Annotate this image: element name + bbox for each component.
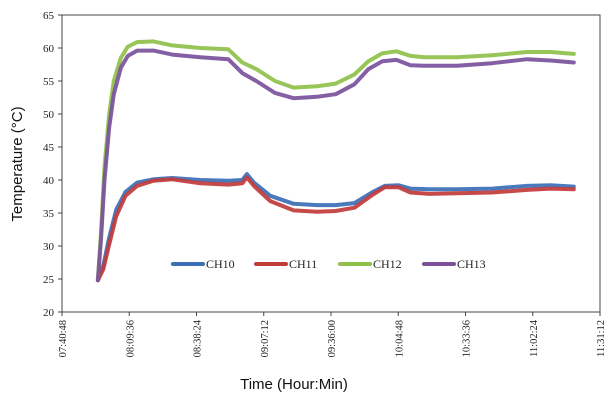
series-line-ch13 — [95, 48, 576, 283]
legend-label-ch10: CH10 — [206, 257, 235, 271]
y-tick-label: 60 — [43, 43, 55, 55]
x-tick-label: 11:31:12 — [596, 320, 607, 357]
y-tick-label: 30 — [43, 241, 55, 253]
y-axis-ticks: 20 25 30 35 40 45 50 55 60 65 — [43, 10, 62, 319]
y-tick-label: 40 — [43, 175, 55, 187]
y-tick-label: 45 — [43, 142, 55, 154]
x-axis-ticks: 07:40:48 08:09:36 08:38:24 09:07:12 09:36:00… — [58, 312, 607, 357]
x-tick-label: 07:40:48 — [58, 320, 69, 357]
x-axis-title: Time (Hour:Min) — [240, 376, 348, 393]
y-tick-label: 55 — [43, 76, 55, 88]
x-tick-label: 10:04:48 — [394, 320, 405, 357]
y-tick-label: 35 — [43, 208, 55, 220]
y-tick-label: 25 — [43, 274, 55, 286]
series-line-ch10 — [95, 172, 576, 281]
series-line-ch11 — [95, 175, 576, 283]
legend: CH10 CH11 CH12 CH13 — [171, 257, 486, 271]
x-tick-label: 08:09:36 — [125, 320, 136, 357]
y-tick-label: 65 — [43, 10, 55, 22]
y-tick-label: 50 — [43, 109, 55, 121]
y-axis-title: Temperature (°C) — [9, 106, 26, 221]
legend-label-ch11: CH11 — [289, 257, 317, 271]
x-tick-label: 09:36:00 — [327, 320, 338, 357]
series-line-ch12 — [95, 39, 576, 281]
legend-label-ch13: CH13 — [457, 257, 486, 271]
y-tick-label: 20 — [43, 307, 55, 319]
x-tick-label: 11:02:24 — [529, 319, 540, 357]
x-tick-label: 10:33:36 — [462, 320, 473, 357]
x-tick-label: 08:38:24 — [193, 319, 204, 357]
plot-frame — [61, 14, 601, 313]
legend-label-ch12: CH12 — [373, 257, 402, 271]
x-tick-label: 09:07:12 — [260, 320, 271, 357]
series-lines — [95, 39, 576, 283]
